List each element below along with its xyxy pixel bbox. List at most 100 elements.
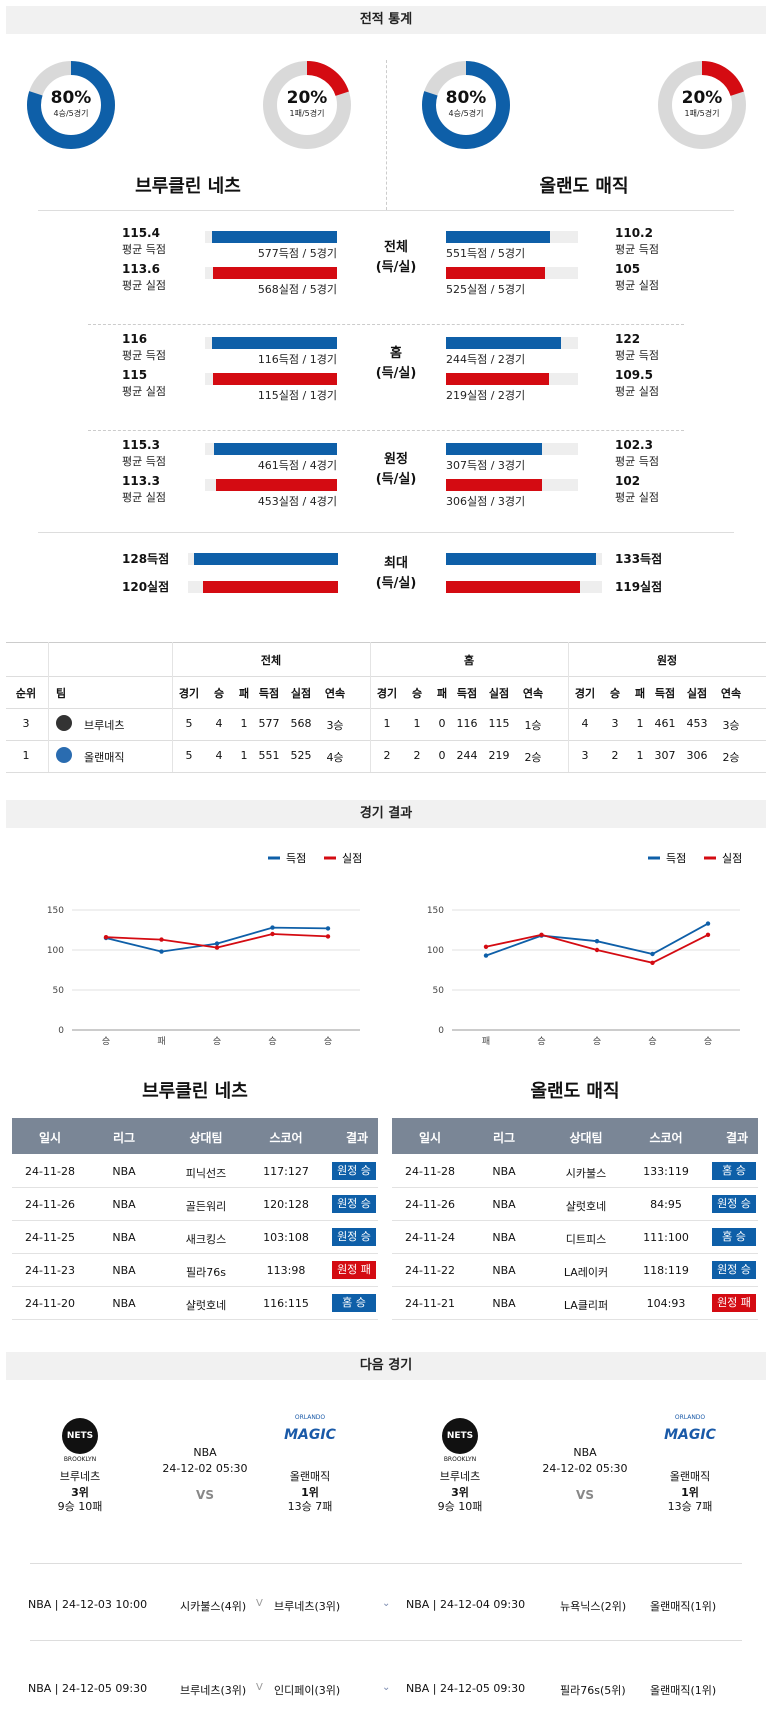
upcoming-team2[interactable]: 브루네츠(3위) — [274, 1600, 341, 1613]
stat-cell: 5 — [185, 717, 193, 730]
result-league-cell: NBA — [492, 1297, 516, 1310]
group-label: 전체 (득/실) — [366, 238, 426, 278]
stat-cell: 2 — [383, 749, 391, 762]
right-score-note: 307득점 / 3경기 — [446, 459, 526, 472]
right-concede-note: 525실점 / 5경기 — [446, 283, 526, 296]
right-score-label: 평균 득점 — [615, 349, 659, 362]
magic-logo-icon — [56, 747, 72, 763]
stat-cell: 4 — [215, 749, 223, 762]
upcoming-info: NBA | 24-12-05 09:30 — [28, 1682, 148, 1695]
upcoming-team2[interactable]: 인디페이(3위) — [274, 1684, 341, 1697]
donut-fill — [27, 61, 115, 149]
column-header: 연속 — [720, 687, 742, 700]
donut-ring — [263, 61, 351, 149]
table-vline — [48, 642, 49, 772]
data-point — [594, 947, 600, 953]
upcoming-team1[interactable]: 뉴욕닉스(2위) — [560, 1600, 627, 1613]
team-name-cell[interactable]: 브루네츠 — [84, 719, 125, 732]
result-badge: 원정 패 — [712, 1294, 756, 1312]
x-tick-label: 패 — [157, 1036, 165, 1047]
x-tick-label: 승 — [324, 1036, 332, 1047]
results-column-header: 일시 — [38, 1131, 62, 1145]
upcoming-team2[interactable]: 올랜매직(1위) — [650, 1600, 717, 1613]
home-team-name[interactable]: 브루네츠 — [439, 1470, 481, 1483]
row-divider — [392, 1220, 758, 1221]
right-score-avg: 102.3 — [615, 438, 653, 452]
donut-ring — [658, 61, 746, 149]
center-divider — [386, 60, 387, 210]
y-tick-label: 150 — [427, 906, 444, 916]
home-team-name[interactable]: 브루네츠 — [59, 1470, 101, 1483]
result-score-cell: 104:93 — [646, 1297, 686, 1310]
result-score-cell: 111:100 — [643, 1231, 689, 1244]
result-league-cell: NBA — [112, 1264, 136, 1277]
result-league-cell: NBA — [112, 1165, 136, 1178]
away-team-name[interactable]: 올랜매직 — [669, 1470, 711, 1483]
rank-header: 순위 — [15, 687, 37, 700]
right-score-label: 평균 득점 — [615, 455, 659, 468]
upcoming-team1[interactable]: 브루네츠(3위) — [180, 1684, 247, 1697]
away-team-name[interactable]: 올랜매직 — [289, 1470, 331, 1483]
right-max-score: 133득점 — [615, 552, 663, 566]
right-concede-avg: 102 — [615, 474, 641, 488]
results-column-header: 일시 — [418, 1131, 442, 1145]
donut-ring — [27, 61, 115, 149]
stat-cell: 2승 — [722, 751, 740, 764]
left-score-note: 116득점 / 1경기 — [257, 353, 337, 366]
data-point — [270, 925, 275, 930]
right-results-title: 올랜도 매직 — [530, 1081, 620, 1102]
y-tick-label: 150 — [47, 906, 64, 916]
result-badge: 원정 승 — [332, 1162, 376, 1180]
left-score-note: 461득점 / 4경기 — [257, 459, 337, 472]
right-score-avg: 110.2 — [615, 226, 653, 240]
stat-cell: 577 — [258, 717, 280, 730]
column-header: 연속 — [522, 687, 544, 700]
group-header: 전체 — [260, 654, 282, 667]
home-team-record: 9승 10패 — [57, 1500, 103, 1513]
left_team-loss-donut: 20% 1패/5경기 — [262, 60, 352, 150]
result-badge: 홈 승 — [712, 1228, 756, 1246]
nets-logo-subtext: BROOKLYN — [63, 1456, 97, 1463]
x-tick-label: 승 — [537, 1036, 545, 1047]
nets-logo-icon: NETS — [62, 1418, 98, 1454]
upcoming-team1[interactable]: 시카불스(4위) — [180, 1600, 247, 1613]
stat-cell: 453 — [686, 717, 708, 730]
vs-icon: V — [256, 1598, 263, 1609]
stat-cell: 2승 — [524, 751, 542, 764]
right-concede-avg: 109.5 — [615, 368, 653, 382]
stat-cell: 5 — [185, 749, 193, 762]
divider — [30, 1563, 742, 1564]
result-score-cell: 84:95 — [650, 1198, 682, 1211]
column-header: 승 — [609, 687, 621, 700]
row-divider — [12, 1253, 378, 1254]
results-chart-1: 득점 실점 0 50 100 150 패 승 승 승 승 — [427, 852, 742, 1047]
result-date-cell: 24-11-25 — [25, 1231, 75, 1244]
group-label-sub: (득/실) — [375, 472, 417, 487]
team-name-cell[interactable]: 올랜매직 — [84, 751, 125, 764]
group-label-main: 원정 — [384, 452, 408, 467]
right-team-title: 올랜도 매직 — [539, 176, 629, 197]
stat-cell: 4 — [215, 717, 223, 730]
result-badge: 홈 승 — [332, 1294, 376, 1312]
donut-percent: 20% — [286, 88, 328, 108]
result-opp-cell: 샬럿호네 — [565, 1200, 607, 1213]
results-column-header: 리그 — [112, 1131, 136, 1145]
home-team-rank: 3위 — [451, 1486, 469, 1499]
row-divider — [392, 1319, 758, 1320]
results-column-header: 리그 — [492, 1131, 516, 1145]
result-score-cell: 120:128 — [263, 1198, 309, 1211]
stat-cell: 3승 — [326, 719, 344, 732]
result-league-cell: NBA — [112, 1231, 136, 1244]
left-score-avg: 115.4 — [122, 226, 160, 240]
right-score-note: 551득점 / 5경기 — [446, 247, 526, 260]
right-concede-bar — [446, 267, 545, 279]
left-score-note: 577득점 / 5경기 — [257, 247, 337, 260]
result-date-cell: 24-11-23 — [25, 1264, 75, 1277]
y-tick-label: 0 — [58, 1026, 64, 1036]
right-concede-bar — [446, 373, 549, 385]
result-league-cell: NBA — [112, 1198, 136, 1211]
table-divider — [6, 740, 766, 741]
upcoming-team2[interactable]: 올랜매직(1위) — [650, 1684, 717, 1697]
column-header: 득점 — [258, 687, 280, 700]
upcoming-team1[interactable]: 필라76s(5위) — [560, 1684, 626, 1697]
